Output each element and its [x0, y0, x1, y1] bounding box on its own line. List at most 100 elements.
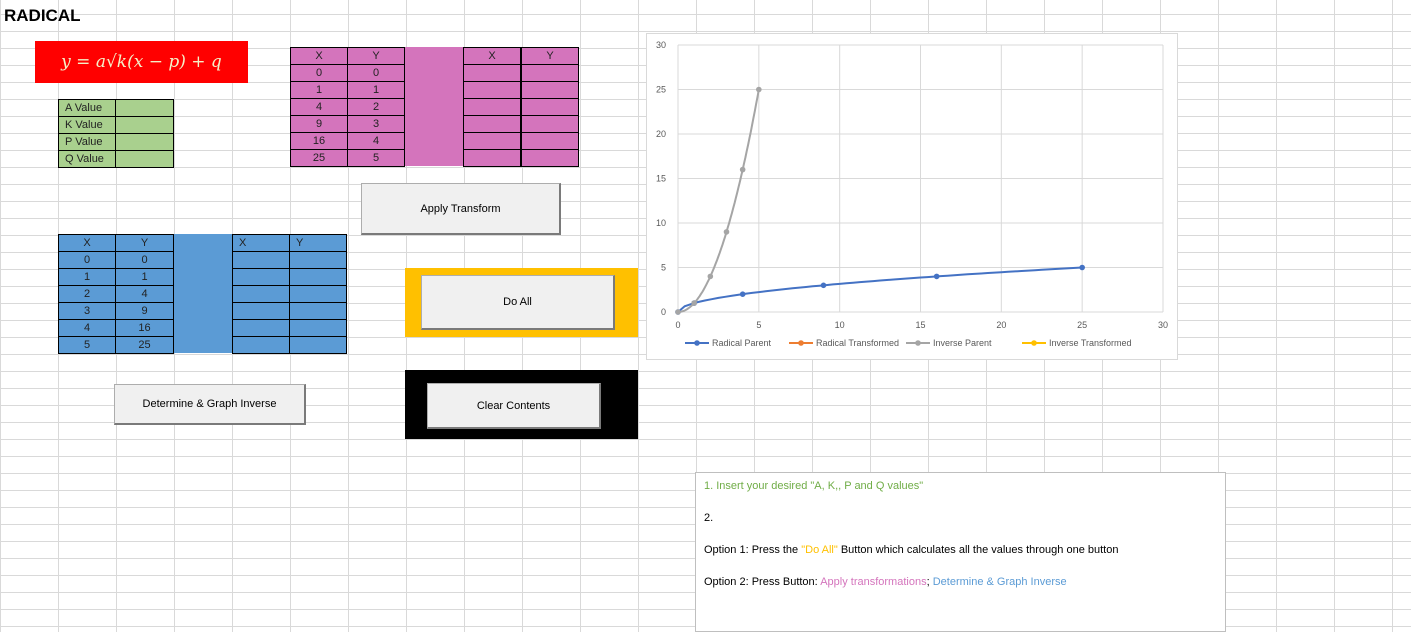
- table-cell[interactable]: 0: [115, 251, 174, 269]
- table-cell[interactable]: [232, 302, 290, 320]
- table-cell[interactable]: [463, 81, 521, 99]
- table-cell[interactable]: 1: [347, 81, 405, 99]
- y-tick-label: 15: [656, 174, 666, 184]
- table-cell[interactable]: 4: [347, 132, 405, 150]
- table-cell[interactable]: [289, 302, 347, 320]
- table-cell[interactable]: 9: [115, 302, 174, 320]
- apply-transform-button[interactable]: Apply Transform: [361, 183, 561, 235]
- formula-banner: y = a√k(x − p) + q: [35, 41, 248, 83]
- table-cell[interactable]: [232, 251, 290, 269]
- x-tick-label: 25: [1077, 320, 1087, 330]
- table-cell[interactable]: 3: [58, 302, 116, 320]
- x-tick-label: 15: [915, 320, 925, 330]
- x-tick-label: 10: [835, 320, 845, 330]
- x-tick-label: 0: [675, 320, 680, 330]
- table-cell[interactable]: [521, 115, 579, 133]
- table-cell[interactable]: 1: [115, 268, 174, 286]
- blue-spacer-column: [174, 234, 232, 353]
- param-label: Q Value: [58, 150, 116, 168]
- do-all-button[interactable]: Do All: [421, 275, 615, 330]
- instruction-step-1: 1. Insert your desired "A, K,, P and Q v…: [704, 480, 924, 492]
- table-header: Y: [347, 47, 405, 65]
- table-header: X: [463, 47, 521, 65]
- table-cell[interactable]: 0: [290, 64, 348, 82]
- param-label: A Value: [58, 99, 116, 117]
- y-tick-label: 20: [656, 129, 666, 139]
- clear-contents-button[interactable]: Clear Contents: [427, 383, 601, 429]
- table-cell[interactable]: 5: [58, 336, 116, 354]
- table-cell[interactable]: [463, 149, 521, 167]
- table-cell[interactable]: [289, 251, 347, 269]
- table-cell[interactable]: [232, 285, 290, 303]
- table-cell[interactable]: 4: [290, 98, 348, 116]
- table-cell[interactable]: 16: [290, 132, 348, 150]
- data-point: [820, 282, 827, 289]
- table-cell[interactable]: 4: [115, 285, 174, 303]
- data-point: [756, 86, 762, 93]
- instructions-box[interactable]: 1. Insert your desired "A, K,, P and Q v…: [695, 472, 1226, 632]
- table-cell[interactable]: 3: [347, 115, 405, 133]
- table-cell[interactable]: [521, 149, 579, 167]
- table-cell[interactable]: [463, 132, 521, 150]
- table-cell[interactable]: [463, 64, 521, 82]
- table-cell[interactable]: 1: [58, 268, 116, 286]
- data-point: [739, 166, 746, 173]
- table-header: Y: [289, 234, 347, 252]
- param-value-cell[interactable]: [115, 133, 174, 151]
- table-header: X: [58, 234, 116, 252]
- table-cell[interactable]: [521, 98, 579, 116]
- table-cell[interactable]: 1: [290, 81, 348, 99]
- instruction-step-2: 2.: [704, 512, 714, 524]
- param-label: P Value: [58, 133, 116, 151]
- table-cell[interactable]: [521, 132, 579, 150]
- table-cell[interactable]: [521, 81, 579, 99]
- table-header: Y: [521, 47, 579, 65]
- table-cell[interactable]: [232, 336, 290, 354]
- y-tick-label: 10: [656, 218, 666, 228]
- table-cell[interactable]: [232, 319, 290, 337]
- data-point: [707, 273, 714, 280]
- table-cell[interactable]: 25: [290, 149, 348, 167]
- table-cell[interactable]: 25: [115, 336, 174, 354]
- table-cell[interactable]: [521, 64, 579, 82]
- y-tick-label: 25: [656, 85, 666, 95]
- legend-label: Inverse Parent: [933, 338, 992, 348]
- legend-swatch-marker: [694, 340, 700, 346]
- instruction-option-2: Option 2: Press Button: Apply transforma…: [704, 576, 1067, 588]
- legend-swatch-marker: [915, 340, 921, 346]
- data-point: [675, 309, 681, 315]
- table-header: X: [290, 47, 348, 65]
- chart-area[interactable]: 0 5 10 15 20 25 30 0 5 10 15 20 25 30 Radical Parent Ra…: [646, 33, 1178, 360]
- table-cell[interactable]: 0: [58, 251, 116, 269]
- instruction-option-1: Option 1: Press the "Do All" Button whic…: [704, 544, 1119, 556]
- legend-label: Radical Transformed: [816, 338, 899, 348]
- table-cell[interactable]: 16: [115, 319, 174, 337]
- table-cell[interactable]: [289, 336, 347, 354]
- data-point: [933, 273, 940, 280]
- table-cell[interactable]: 5: [347, 149, 405, 167]
- x-tick-label: 20: [996, 320, 1006, 330]
- legend-swatch-marker: [1031, 340, 1037, 346]
- table-cell[interactable]: [289, 319, 347, 337]
- x-tick-label: 5: [756, 320, 761, 330]
- table-cell[interactable]: [289, 268, 347, 286]
- data-point: [739, 291, 746, 298]
- table-cell[interactable]: 9: [290, 115, 348, 133]
- param-value-cell[interactable]: [115, 116, 174, 134]
- table-cell[interactable]: 2: [347, 98, 405, 116]
- table-header: Y: [115, 234, 174, 252]
- table-cell[interactable]: 4: [58, 319, 116, 337]
- table-cell[interactable]: [289, 285, 347, 303]
- x-tick-label: 30: [1158, 320, 1168, 330]
- param-value-cell[interactable]: [115, 150, 174, 168]
- param-value-cell[interactable]: [115, 99, 174, 117]
- table-cell[interactable]: [232, 268, 290, 286]
- table-cell[interactable]: [463, 115, 521, 133]
- legend-label: Inverse Transformed: [1049, 338, 1132, 348]
- determine-graph-inverse-button[interactable]: Determine & Graph Inverse: [114, 384, 306, 425]
- legend-swatch-marker: [798, 340, 804, 346]
- table-cell[interactable]: [463, 98, 521, 116]
- y-tick-label: 0: [661, 307, 666, 317]
- table-cell[interactable]: 0: [347, 64, 405, 82]
- table-cell[interactable]: 2: [58, 285, 116, 303]
